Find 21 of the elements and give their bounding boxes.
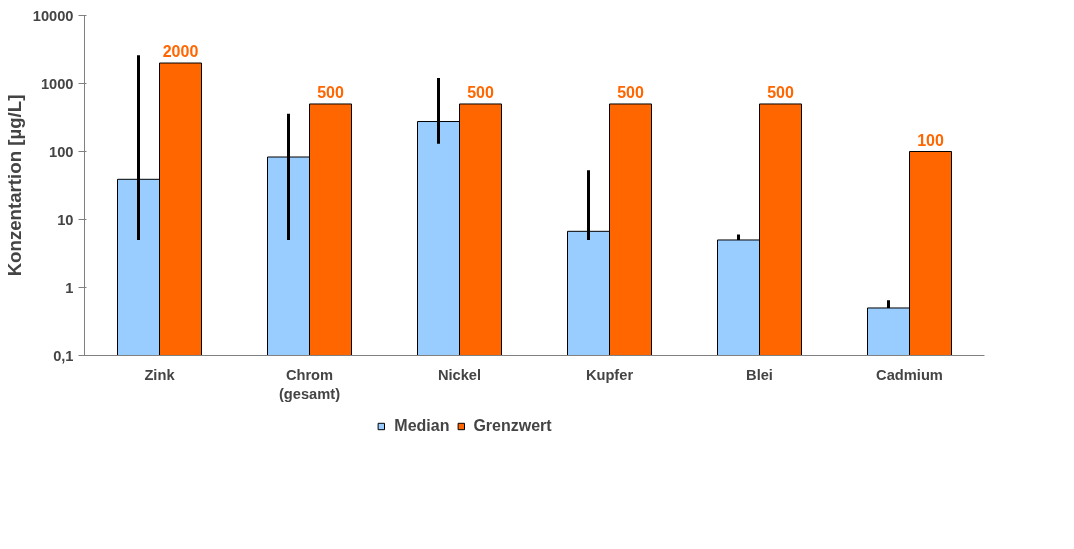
x-tick-label: Nickel: [437, 366, 482, 383]
y-tick-label: 0,1: [53, 347, 74, 364]
x-tick-label: Blei: [746, 366, 773, 383]
data-label: 500: [317, 83, 344, 101]
data-label: 100: [917, 131, 944, 149]
data-label: 500: [767, 83, 794, 101]
y-axis-title: Konzentartion [µg/L]: [3, 94, 25, 277]
legend-label: Median: [394, 417, 450, 435]
x-tick-label: Kupfer: [585, 366, 634, 383]
x-tick-label: Chrom (gesamt): [278, 366, 341, 402]
x-tick-label: Zink: [144, 366, 176, 383]
data-label: 2000: [162, 43, 199, 61]
y-tick-label: 1000: [40, 75, 74, 92]
y-tick-label: 10: [57, 211, 74, 228]
x-tick-label: Cadmium: [876, 366, 943, 383]
data-label: 500: [467, 83, 494, 101]
y-tick-label: 100: [49, 143, 74, 160]
legend-label: Grenzwert: [473, 417, 552, 435]
y-tick-label: 10000: [32, 7, 74, 24]
y-tick-label: 1: [65, 279, 74, 296]
data-label: 500: [617, 83, 644, 101]
